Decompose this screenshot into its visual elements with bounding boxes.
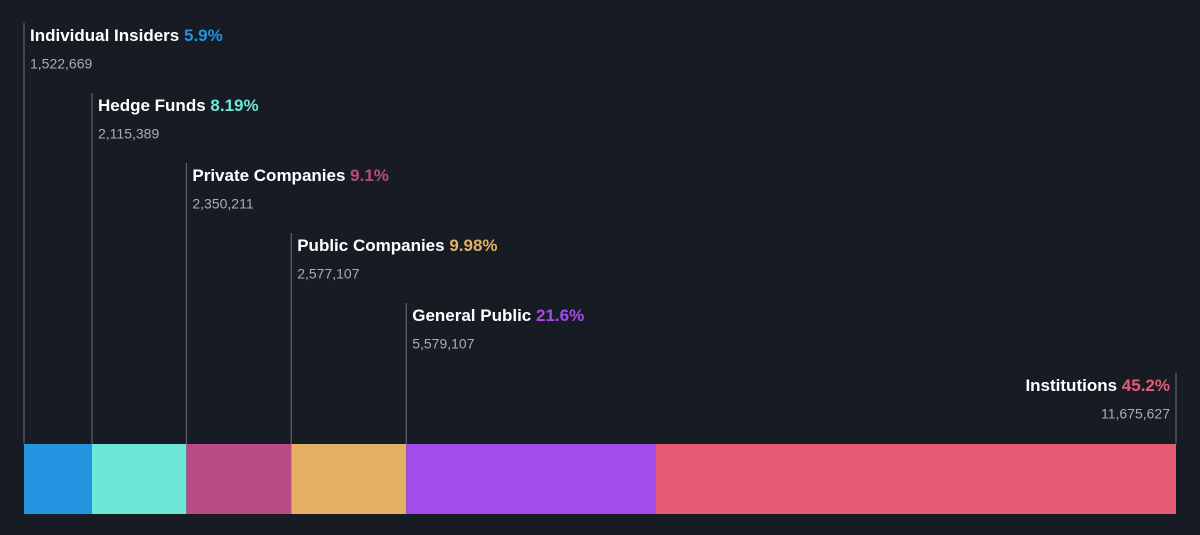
segment-label: Private Companies 9.1% xyxy=(192,166,389,185)
segment-label: Individual Insiders 5.9% xyxy=(30,26,223,45)
segment-label: General Public 21.6% xyxy=(412,306,584,325)
share-count: 11,675,627 xyxy=(1101,406,1170,422)
percent-label: 5.9% xyxy=(184,26,223,45)
share-count: 2,350,211 xyxy=(192,196,253,212)
bar-segment xyxy=(91,444,187,514)
percent-label: 21.6% xyxy=(536,306,584,325)
category-name: General Public xyxy=(412,306,531,325)
bar-segment xyxy=(655,444,1176,514)
share-count: 1,522,669 xyxy=(30,56,92,72)
percent-label: 8.19% xyxy=(210,96,258,115)
share-count: 2,115,389 xyxy=(98,126,159,142)
bar-segment xyxy=(406,444,656,514)
segment-label: Public Companies 9.98% xyxy=(297,236,497,255)
percent-label: 45.2% xyxy=(1122,376,1170,395)
category-name: Public Companies xyxy=(297,236,444,255)
category-name: Private Companies xyxy=(192,166,345,185)
percent-label: 9.98% xyxy=(449,236,497,255)
percent-label: 9.1% xyxy=(350,166,389,185)
category-name: Institutions xyxy=(1025,376,1117,395)
segment-label: Institutions 45.2% xyxy=(1025,376,1170,395)
bar-segment xyxy=(24,444,92,514)
bar-segment xyxy=(186,444,292,514)
segment-label: Hedge Funds 8.19% xyxy=(98,96,259,115)
bar-segment xyxy=(291,444,407,514)
category-name: Individual Insiders xyxy=(30,26,179,45)
category-name: Hedge Funds xyxy=(98,96,206,115)
share-count: 2,577,107 xyxy=(297,266,359,282)
share-count: 5,579,107 xyxy=(412,336,474,352)
